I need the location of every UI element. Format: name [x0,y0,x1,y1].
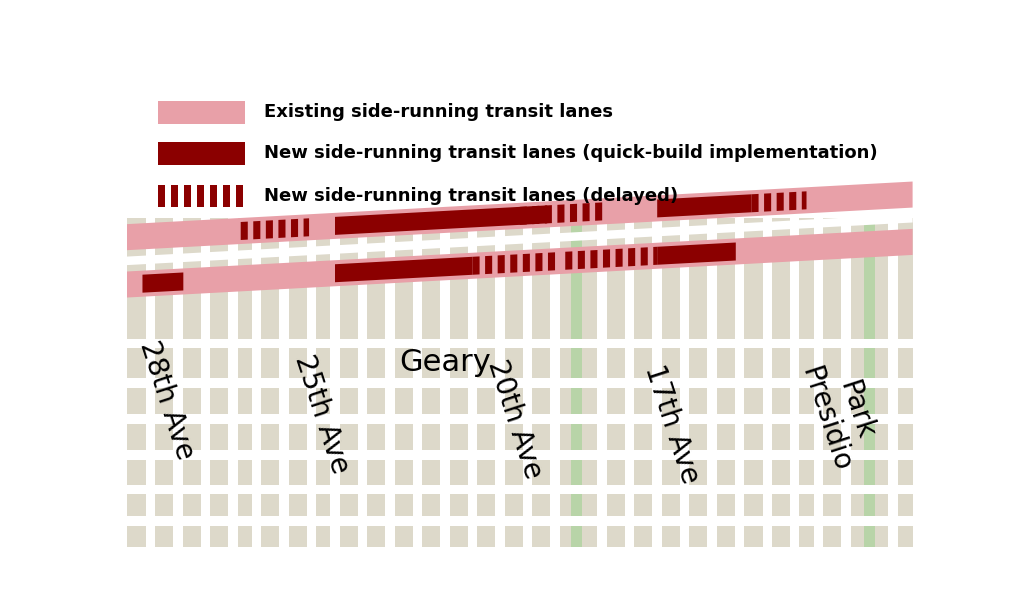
Polygon shape [751,194,758,212]
Polygon shape [535,253,542,271]
Bar [127,485,913,494]
Bar [158,142,244,165]
Polygon shape [578,251,585,269]
Polygon shape [279,220,286,238]
Polygon shape [127,229,913,298]
Bar [385,218,394,547]
Polygon shape [523,253,530,272]
Bar [571,218,582,547]
Bar [127,218,913,547]
Polygon shape [565,252,572,270]
Bar [223,184,230,207]
Polygon shape [765,193,772,212]
Polygon shape [545,205,552,223]
Polygon shape [498,255,505,274]
Bar [358,218,367,547]
Polygon shape [473,256,480,275]
Polygon shape [570,204,577,222]
Polygon shape [789,192,796,210]
Bar [279,218,289,547]
Bar [146,218,155,547]
Bar [158,184,165,207]
Polygon shape [142,272,184,293]
Bar [625,218,635,547]
Bar [185,184,191,207]
Text: 25th Ave: 25th Ave [289,351,354,477]
Text: 28th Ave: 28th Ave [135,337,199,463]
Bar [201,218,210,547]
Text: New side-running transit lanes (delayed): New side-running transit lanes (delayed) [265,187,678,205]
Polygon shape [558,204,565,223]
Polygon shape [266,220,273,239]
Bar [813,218,823,547]
Bar [158,101,244,124]
Bar [888,218,897,547]
Bar [523,218,532,547]
Polygon shape [777,192,784,211]
Polygon shape [603,249,610,268]
Bar [467,218,478,547]
Bar [597,218,607,547]
Polygon shape [485,256,492,274]
Bar [127,516,913,526]
Polygon shape [595,202,602,221]
Polygon shape [802,191,806,210]
Text: New side-running transit lanes (quick-build implementation): New side-running transit lanes (quick-bu… [265,145,878,162]
Polygon shape [641,247,648,266]
Bar [708,218,717,547]
Bar [495,218,505,547]
Bar [413,218,422,547]
Bar [306,218,316,547]
Bar [127,339,913,348]
Bar [158,184,244,207]
Polygon shape [240,221,247,240]
Polygon shape [127,214,913,265]
Bar [210,184,217,207]
Polygon shape [657,194,751,218]
Polygon shape [254,221,261,239]
Bar [790,218,799,547]
Bar [228,218,237,547]
Text: 17th Ave: 17th Ave [639,361,704,487]
Bar [127,378,913,387]
Polygon shape [583,203,589,221]
Bar [173,218,183,547]
Polygon shape [335,205,548,235]
Polygon shape [303,218,309,237]
Bar [841,218,851,547]
Bar [680,218,690,547]
Bar [652,218,662,547]
Polygon shape [590,250,597,268]
Bar [236,184,243,207]
Bar [735,218,744,547]
Text: Geary: Geary [400,349,491,378]
Bar [331,218,340,547]
Polygon shape [335,257,473,282]
Polygon shape [548,252,555,271]
Polygon shape [653,247,657,265]
Bar [251,218,262,547]
Text: Existing side-running transit lanes: Existing side-running transit lanes [265,103,613,121]
Bar [551,218,560,547]
Bar [171,184,178,207]
Bar [127,450,913,460]
Bar [198,184,204,207]
Polygon shape [615,248,623,267]
Bar [763,218,772,547]
Text: 20th Ave: 20th Ave [482,356,547,482]
Polygon shape [291,219,298,237]
Bar [127,415,913,424]
Polygon shape [127,181,913,250]
Bar [864,218,875,547]
Polygon shape [519,207,526,225]
Polygon shape [532,206,539,224]
Polygon shape [628,248,635,266]
Text: Park
Presidio: Park Presidio [795,354,886,475]
Bar [440,218,450,547]
Polygon shape [510,255,517,272]
Polygon shape [657,242,736,265]
